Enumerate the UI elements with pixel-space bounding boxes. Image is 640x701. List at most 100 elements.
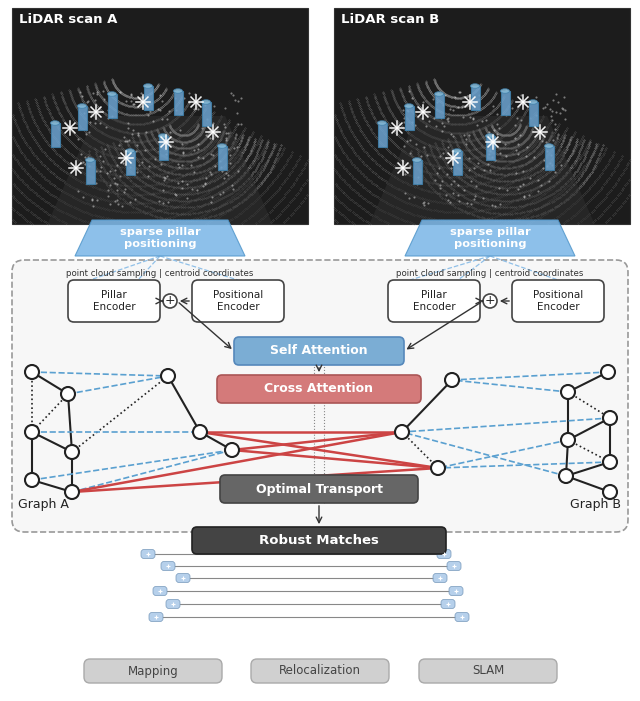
Point (469, 162, 479, 173)
Point (422, 149, 432, 161)
Point (177, 147, 188, 158)
Point (126, 88, 136, 100)
Point (484, 149, 494, 160)
Point (500, 150, 511, 161)
Point (515, 181, 525, 192)
Point (143, 161, 154, 172)
Point (83, 95, 93, 107)
Point (197, 122, 207, 133)
Point (198, 180, 209, 191)
Point (113, 198, 124, 210)
Circle shape (25, 425, 39, 439)
Point (145, 105, 155, 116)
FancyBboxPatch shape (419, 659, 557, 683)
Point (223, 128, 233, 139)
Point (182, 193, 192, 204)
Point (173, 158, 183, 170)
Point (102, 112, 113, 123)
Point (542, 98, 552, 109)
Point (218, 187, 228, 198)
FancyBboxPatch shape (512, 280, 604, 322)
Point (538, 103, 548, 114)
Point (226, 88, 236, 99)
Point (408, 191, 419, 203)
FancyBboxPatch shape (192, 527, 446, 554)
Point (397, 104, 408, 115)
Point (559, 105, 570, 116)
Point (541, 161, 552, 172)
Point (88, 88, 99, 99)
Point (96, 161, 106, 172)
Point (419, 199, 429, 210)
FancyBboxPatch shape (84, 659, 222, 683)
Point (232, 142, 242, 153)
Point (143, 170, 153, 182)
Point (442, 168, 452, 179)
Point (551, 89, 561, 100)
Point (104, 165, 115, 177)
Point (550, 118, 560, 130)
Point (221, 132, 231, 144)
Point (115, 170, 125, 182)
Point (198, 153, 209, 164)
Point (419, 197, 429, 208)
Point (193, 184, 203, 196)
FancyBboxPatch shape (449, 587, 463, 596)
Point (513, 139, 524, 150)
Text: +: + (164, 294, 175, 308)
Point (73, 186, 83, 197)
Point (158, 197, 168, 208)
Ellipse shape (500, 89, 509, 93)
Point (200, 177, 210, 189)
Point (516, 114, 526, 125)
Circle shape (65, 485, 79, 499)
Point (443, 112, 453, 123)
Point (487, 151, 497, 163)
Point (440, 189, 451, 200)
Text: SLAM: SLAM (472, 665, 504, 677)
Point (80, 158, 90, 170)
Point (219, 172, 229, 183)
Point (150, 154, 161, 165)
Point (79, 107, 89, 118)
Point (162, 171, 172, 182)
Point (128, 98, 138, 109)
Point (436, 117, 447, 128)
Point (159, 172, 169, 183)
Point (118, 158, 129, 169)
Point (122, 117, 132, 128)
Text: Graph A: Graph A (18, 498, 69, 511)
Ellipse shape (202, 100, 211, 104)
Point (492, 109, 502, 120)
Point (148, 116, 158, 127)
FancyBboxPatch shape (455, 613, 469, 622)
Point (221, 135, 231, 146)
Point (458, 111, 468, 123)
Point (437, 100, 447, 111)
Point (120, 136, 131, 147)
Point (485, 164, 495, 175)
Point (207, 191, 218, 202)
Polygon shape (405, 220, 575, 256)
Point (164, 105, 174, 116)
Point (122, 123, 132, 134)
Point (233, 96, 243, 107)
Point (156, 159, 166, 170)
Point (109, 173, 119, 184)
Point (518, 191, 529, 203)
Point (117, 200, 127, 211)
Ellipse shape (125, 149, 134, 154)
Point (175, 124, 186, 135)
Circle shape (561, 385, 575, 399)
Point (446, 128, 456, 139)
Point (556, 160, 566, 171)
Point (111, 194, 122, 205)
Point (173, 161, 184, 172)
Point (112, 184, 122, 196)
Point (77, 191, 88, 203)
Point (518, 165, 528, 177)
Point (76, 157, 86, 168)
Point (435, 183, 445, 194)
Point (546, 111, 556, 122)
Point (442, 194, 452, 205)
